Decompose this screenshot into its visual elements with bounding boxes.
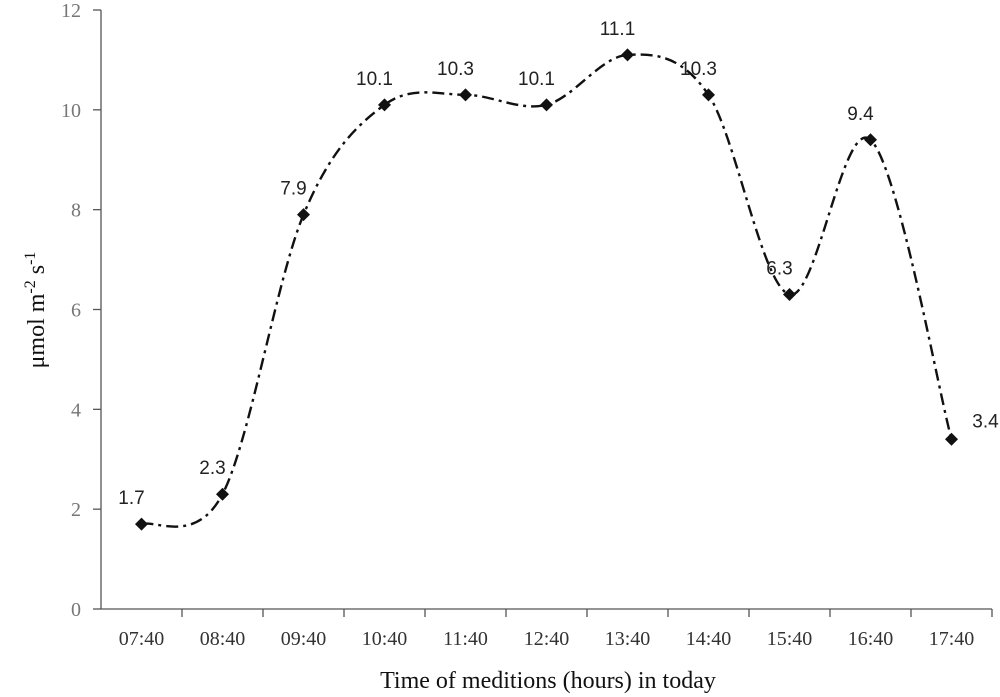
data-label-1440: 10.3 — [680, 59, 717, 80]
series — [141, 53, 953, 528]
marker-1740 — [945, 432, 958, 446]
y-tick-label-12: 12 — [61, 0, 81, 22]
data-label-1240: 10.1 — [518, 69, 555, 90]
marker-1640 — [864, 133, 877, 147]
marker-1240 — [540, 98, 553, 112]
x-tick-label-1640: 16:40 — [848, 628, 894, 650]
data-label-1140: 10.3 — [437, 59, 474, 80]
marker-1340 — [621, 48, 634, 62]
marker-1540 — [783, 288, 796, 302]
x-tick-label-0740: 07:40 — [119, 628, 165, 650]
x-tick-label-1740: 17:40 — [929, 628, 975, 650]
data-label-1740: 3.4 — [972, 411, 999, 432]
data-label-1340: 11.1 — [600, 19, 636, 40]
marker-0940 — [297, 208, 310, 222]
y-tick-label-0: 0 — [71, 599, 81, 621]
x-tick-label-0940: 09:40 — [281, 628, 327, 650]
y-axis-title-sup1: -2 — [22, 280, 39, 293]
series-line — [141, 53, 953, 528]
y-tick-label-2: 2 — [71, 499, 81, 521]
data-label-1640: 9.4 — [847, 104, 874, 125]
y-tick-label-4: 4 — [71, 399, 81, 421]
x-tick-label-1240: 12:40 — [524, 628, 570, 650]
data-labels: 1.7 2.3 7.9 10.1 10.3 10.1 11.1 10.3 6.3 9.4 3.4 — [118, 19, 999, 509]
y-axis-title-base: μmol m — [24, 293, 50, 368]
x-tick-label-1040: 10:40 — [362, 628, 408, 650]
y-tick-label-6: 6 — [71, 300, 81, 322]
data-label-1540: 6.3 — [766, 259, 792, 280]
marker-1140 — [459, 88, 472, 102]
data-label-0840: 2.3 — [199, 458, 225, 479]
y-tick-label-10: 10 — [61, 100, 81, 122]
x-tick-label-0840: 08:40 — [200, 628, 246, 650]
x-axis-title: Time of meditions (hours) in today — [380, 668, 716, 694]
data-label-0940: 7.9 — [280, 179, 306, 200]
y-axis-title-sup2: -1 — [22, 252, 39, 265]
data-label-1040: 10.1 — [356, 69, 393, 90]
y-axis-title-mid: s — [24, 265, 50, 280]
y-tick-label-8: 8 — [71, 200, 81, 222]
x-tick-label-1140: 11:40 — [443, 628, 488, 650]
x-ticks: 07:40 08:40 09:40 10:40 11:40 12:40 13:40 14:40… — [119, 609, 993, 650]
y-axis-title: μmol m-2 s-1 — [22, 252, 50, 369]
marker-0740 — [135, 517, 148, 531]
marker-1040 — [378, 98, 391, 112]
marker-1440 — [702, 88, 715, 102]
data-label-0740: 1.7 — [118, 488, 144, 509]
y-ticks: 0 2 4 6 8 10 12 — [61, 0, 101, 621]
x-tick-label-1540: 15:40 — [767, 628, 813, 650]
x-tick-label-1340: 13:40 — [605, 628, 651, 650]
x-tick-label-1440: 14:40 — [686, 628, 732, 650]
marker-0840 — [216, 487, 229, 501]
markers — [135, 48, 958, 531]
